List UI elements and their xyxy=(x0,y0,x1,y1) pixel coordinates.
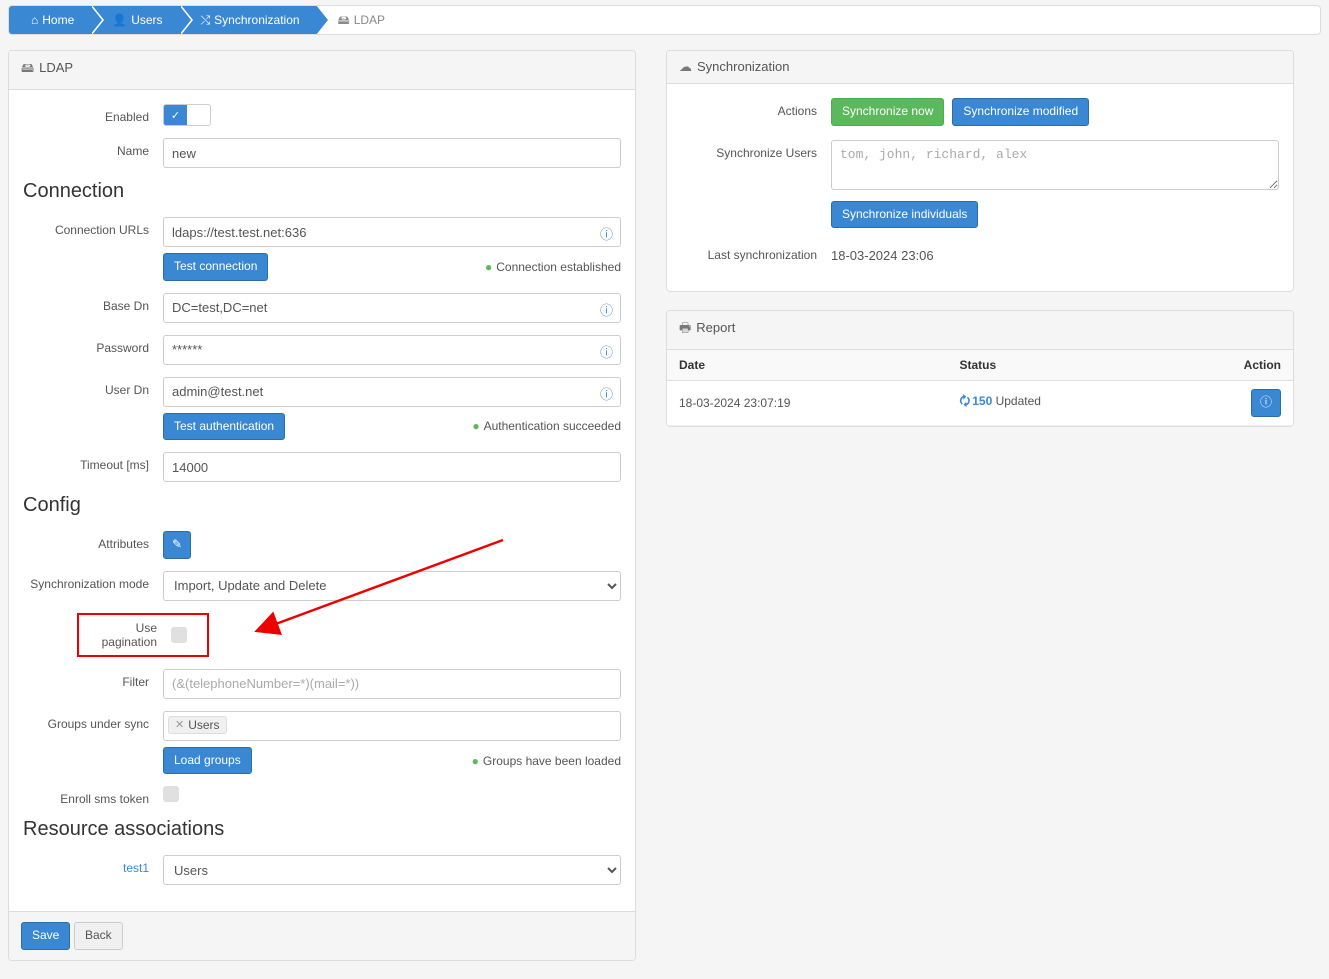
enroll-checkbox[interactable] xyxy=(163,786,179,802)
enroll-label: Enroll sms token xyxy=(23,786,163,806)
filter-input[interactable] xyxy=(163,669,621,699)
report-table: Date Status Action 18-03-2024 23:07:19 🗘… xyxy=(667,350,1293,426)
syncmode-select[interactable]: Import, Update and Delete xyxy=(163,571,621,601)
user-icon: 👤 xyxy=(112,13,127,27)
table-row: 18-03-2024 23:07:19 🗘150 Updated ⓘ xyxy=(667,381,1293,426)
sync-panel-heading: ☁ Synchronization xyxy=(667,51,1293,84)
attributes-label: Attributes xyxy=(23,531,163,551)
last-sync-value: 18-03-2024 23:06 xyxy=(831,242,1279,263)
group-tag[interactable]: ✕Users xyxy=(168,716,227,734)
breadcrumb-sync[interactable]: ⤭Synchronization xyxy=(179,5,316,35)
config-heading: Config xyxy=(23,494,621,517)
report-panel: 🖶 Report Date Status Action 18-03-2024 23… xyxy=(666,310,1294,427)
info-icon[interactable]: ⓘ xyxy=(600,224,613,243)
password-input[interactable] xyxy=(163,335,621,365)
breadcrumb-sync-label: Synchronization xyxy=(214,13,299,27)
info-icon[interactable]: ⓘ xyxy=(600,300,613,319)
back-button[interactable]: Back xyxy=(74,922,123,950)
ldap-panel: 🖴 LDAP Enabled ✓ Name xyxy=(8,50,636,961)
sync-now-button[interactable]: Synchronize now xyxy=(831,98,944,126)
breadcrumb-home-label: Home xyxy=(42,13,74,27)
password-label: Password xyxy=(23,335,163,355)
hdd-icon: 🖴 xyxy=(21,60,34,75)
resource-heading: Resource associations xyxy=(23,818,621,841)
cloud-icon: ☁ xyxy=(679,59,692,74)
row-info-button[interactable]: ⓘ xyxy=(1251,389,1281,417)
resource-link[interactable]: test1 xyxy=(23,855,163,875)
basedn-input[interactable] xyxy=(163,293,621,323)
attributes-edit-button[interactable]: ✎ xyxy=(163,531,191,559)
col-date: Date xyxy=(667,350,948,381)
userdn-input[interactable] xyxy=(163,377,621,407)
sync-individuals-button[interactable]: Synchronize individuals xyxy=(831,201,978,229)
report-panel-title: Report xyxy=(696,320,735,335)
pagination-highlight: Use pagination xyxy=(77,613,209,657)
resource-select[interactable]: Users xyxy=(163,855,621,885)
name-label: Name xyxy=(23,138,163,158)
col-status: Status xyxy=(948,350,1166,381)
basedn-label: Base Dn xyxy=(23,293,163,313)
col-action: Action xyxy=(1166,350,1293,381)
refresh-icon: 🗘 xyxy=(960,394,971,408)
filter-label: Filter xyxy=(23,669,163,689)
syncmode-label: Synchronization mode xyxy=(23,571,163,591)
sync-panel: ☁ Synchronization Actions Synchronize now… xyxy=(666,50,1294,292)
test-auth-button[interactable]: Test authentication xyxy=(163,413,285,441)
connection-heading: Connection xyxy=(23,180,621,203)
sync-modified-button[interactable]: Synchronize modified xyxy=(952,98,1089,126)
userdn-label: User Dn xyxy=(23,377,163,397)
sync-users-textarea[interactable] xyxy=(831,140,1279,190)
breadcrumb-ldap-label: LDAP xyxy=(354,13,385,27)
pagination-label: Use pagination xyxy=(85,621,171,649)
check-icon: ● xyxy=(472,419,479,433)
timeout-input[interactable] xyxy=(163,452,621,482)
urls-input[interactable] xyxy=(163,217,621,247)
breadcrumb: ⌂ Home 👤 Users ⤭Synchronization 🖴 LDAP xyxy=(8,5,1321,35)
enabled-label: Enabled xyxy=(23,104,163,124)
edit-icon: ✎ xyxy=(172,537,182,551)
connection-status: ●Connection established xyxy=(485,260,621,274)
pagination-checkbox[interactable] xyxy=(171,627,187,643)
sync-panel-title: Synchronization xyxy=(697,59,790,74)
ldap-panel-heading: 🖴 LDAP xyxy=(9,51,635,90)
actions-label: Actions xyxy=(681,98,831,126)
home-icon: ⌂ xyxy=(31,13,38,27)
last-sync-label: Last synchronization xyxy=(681,242,831,263)
groups-label: Groups under sync xyxy=(23,711,163,731)
breadcrumb-users-label: Users xyxy=(131,13,162,27)
save-button[interactable]: Save xyxy=(21,922,70,950)
info-icon: ⓘ xyxy=(1260,395,1272,409)
ldap-panel-title: LDAP xyxy=(39,60,73,75)
timeout-label: Timeout [ms] xyxy=(23,452,163,472)
check-icon: ✓ xyxy=(164,105,187,125)
name-input[interactable] xyxy=(163,138,621,168)
load-groups-button[interactable]: Load groups xyxy=(163,747,252,775)
breadcrumb-home[interactable]: ⌂ Home xyxy=(9,5,90,35)
print-icon: 🖶 xyxy=(679,320,691,335)
enabled-toggle[interactable]: ✓ xyxy=(163,104,211,126)
random-icon: ⤭ xyxy=(201,13,211,27)
hdd-icon: 🖴 xyxy=(338,13,350,27)
groups-tags-input[interactable]: ✕Users xyxy=(163,711,621,741)
remove-icon[interactable]: ✕ xyxy=(175,718,184,731)
row-date: 18-03-2024 23:07:19 xyxy=(667,381,948,426)
info-icon[interactable]: ⓘ xyxy=(600,384,613,403)
test-connection-button[interactable]: Test connection xyxy=(163,253,268,281)
sync-users-label: Synchronize Users xyxy=(681,140,831,229)
row-status: 🗘150 Updated xyxy=(948,381,1166,426)
auth-status: ●Authentication succeeded xyxy=(472,419,621,433)
urls-label: Connection URLs xyxy=(23,217,163,237)
check-icon: ● xyxy=(472,754,479,768)
info-icon[interactable]: ⓘ xyxy=(600,342,613,361)
report-panel-heading: 🖶 Report xyxy=(667,311,1293,350)
groups-status: ●Groups have been loaded xyxy=(472,754,621,768)
check-icon: ● xyxy=(485,260,492,274)
